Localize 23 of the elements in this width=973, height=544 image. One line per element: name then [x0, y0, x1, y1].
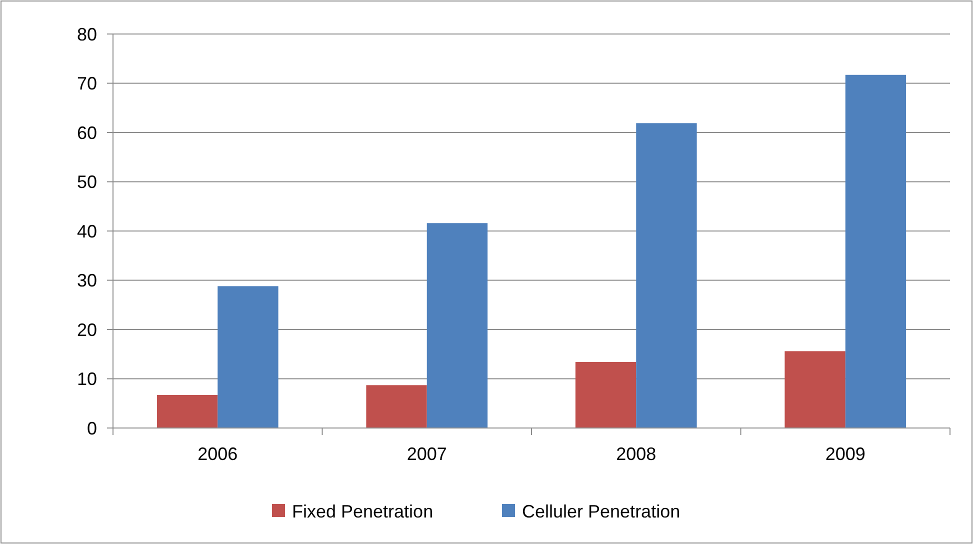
x-tick-label: 2009	[825, 444, 866, 464]
y-tick-label: 30	[76, 270, 97, 291]
y-tick-label: 50	[76, 172, 97, 192]
x-tick-label: 2006	[198, 444, 238, 464]
y-tick-label: 10	[76, 369, 97, 390]
y-tick-label: 0	[86, 418, 97, 438]
bar	[636, 123, 697, 428]
legend-label: Celluler Penetration	[522, 501, 680, 522]
bar	[575, 362, 636, 428]
y-tick-label: 80	[76, 24, 97, 44]
bar	[156, 395, 218, 428]
y-tick-label: 60	[76, 122, 97, 143]
x-tick-label: 2008	[616, 444, 656, 464]
bar	[784, 351, 846, 428]
bar	[366, 385, 427, 428]
legend-label: Fixed Penetration	[292, 501, 434, 522]
bar	[845, 74, 906, 428]
y-tick-label: 70	[76, 74, 97, 94]
y-tick-label: 20	[76, 320, 97, 340]
y-tick-label: 40	[76, 221, 97, 242]
x-tick-label: 2007	[406, 444, 447, 464]
bar	[218, 286, 278, 428]
bar	[426, 223, 488, 428]
